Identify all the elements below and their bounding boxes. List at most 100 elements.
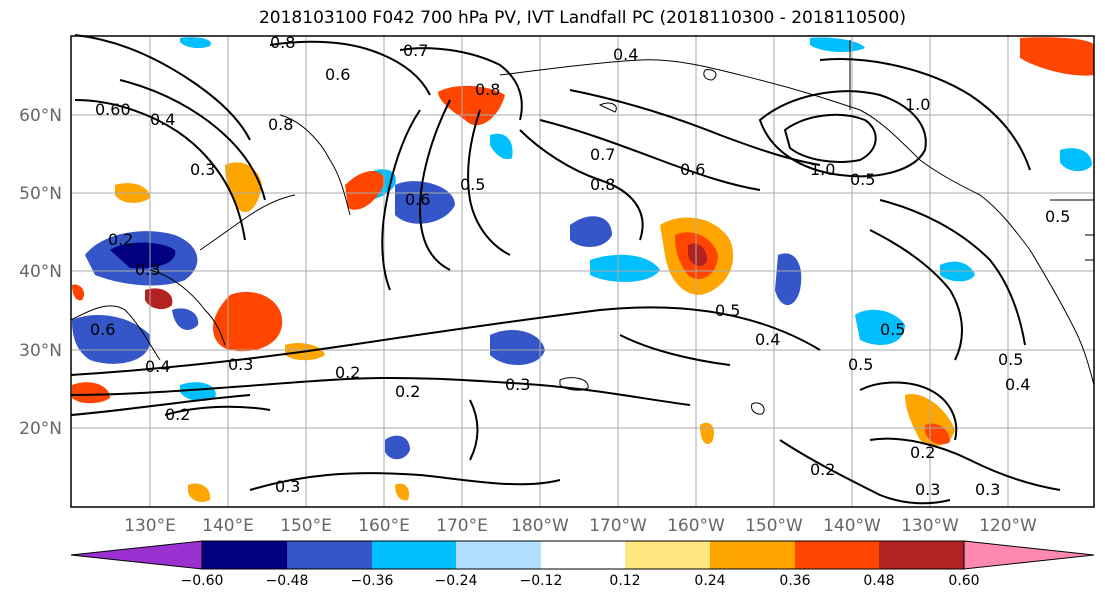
colorbar-segment — [202, 541, 287, 569]
contour-label: 0.6 — [325, 65, 350, 84]
anomaly-blob — [72, 382, 110, 404]
contour-label: 1.0 — [810, 160, 835, 179]
contour-label: 0.5 — [1045, 207, 1070, 226]
colorbar-tick-label: 0.36 — [779, 573, 810, 589]
contour-label: 0.5 — [848, 355, 873, 374]
contour-label: 0.3 — [135, 260, 160, 279]
contour-label: 0.7 — [403, 41, 428, 60]
coastlines — [70, 40, 1095, 415]
anomaly-blob — [590, 254, 660, 282]
contour-label: 0.60 — [95, 100, 131, 119]
anomaly-blob — [490, 133, 513, 160]
anomaly-blob — [775, 253, 802, 305]
anomaly-blob — [395, 483, 410, 501]
anomaly-blob — [172, 308, 199, 330]
anomaly-blob — [1060, 148, 1092, 172]
lon-tick-label: 130°E — [124, 516, 176, 536]
contour-label: 0.7 — [590, 145, 615, 164]
anomaly-blob — [688, 243, 708, 266]
contour-label: 0.3 — [915, 480, 940, 499]
anomaly-blob — [490, 330, 545, 366]
colorbar-tick-label: 0.60 — [948, 573, 979, 589]
contour-label: 0.6 — [90, 320, 115, 339]
anomaly-blob — [395, 181, 455, 224]
anomaly-blob — [72, 284, 85, 301]
lon-tick-label: 150°E — [280, 516, 332, 536]
lat-tick-label: 50°N — [19, 184, 62, 204]
colorbar-tick-label: 0.24 — [694, 573, 725, 589]
contour-label: 0.3 — [190, 160, 215, 179]
contour-label: 0.3 — [228, 355, 253, 374]
contour-label: 0.8 — [475, 80, 500, 99]
colorbar-segment — [795, 541, 879, 569]
colorbar-extend-max — [963, 540, 1095, 570]
anomaly-blob — [925, 423, 950, 445]
lat-tick-label: 60°N — [19, 106, 62, 126]
lon-tick-label: 160°W — [667, 516, 725, 536]
colorbar-segment — [710, 541, 795, 569]
contour-label: 0.5 — [850, 170, 875, 189]
anomaly-blob — [810, 37, 865, 52]
colorbar-tick-label: 0.48 — [863, 573, 894, 589]
contour-label: 0.2 — [108, 230, 133, 249]
lon-tick-label: 170°W — [589, 516, 647, 536]
contour-label: 0.3 — [505, 375, 530, 394]
anomaly-blob — [940, 261, 975, 282]
colorbar-segment — [456, 541, 541, 569]
contour-label: 0.2 — [810, 460, 835, 479]
anomaly-blob — [188, 483, 211, 503]
lon-tick-label: 130°W — [901, 516, 959, 536]
colorbar-extend-min — [70, 540, 203, 570]
lat-tick-label: 30°N — [19, 341, 62, 361]
colorbar-segment — [879, 541, 964, 569]
anomaly-blob — [180, 382, 216, 401]
anomaly-blob — [110, 242, 176, 269]
contour-label: 0.6 — [405, 190, 430, 209]
lon-tick-label: 170°E — [436, 516, 488, 536]
contour-label: 0.4 — [755, 330, 780, 349]
contour-label: 0.4 — [613, 45, 638, 64]
colorbar-tick-label: 0.12 — [609, 573, 640, 589]
colorbar-segment — [541, 541, 625, 569]
contour-label: 0.8 — [270, 33, 295, 52]
shaded-anomalies — [72, 37, 1094, 503]
contour-label: 0.6 — [680, 160, 705, 179]
lat-tick-label: 20°N — [19, 419, 62, 439]
contour-label: 0.2 — [910, 443, 935, 462]
colorbar-segment — [625, 541, 710, 569]
colorbar-segment — [287, 541, 372, 569]
contour-label: 0.2 — [395, 382, 420, 401]
colorbar: −0.60 −0.48 −0.36 −0.24 −0.12 0.12 0.24 … — [70, 540, 1095, 589]
contour-label: 0.5 — [460, 175, 485, 194]
contour-label: 0.4 — [1005, 375, 1030, 394]
lat-tick-label: 40°N — [19, 262, 62, 282]
anomaly-blob — [385, 435, 410, 460]
lon-tick-label: 120°W — [979, 516, 1037, 536]
colorbar-tick-label: −0.60 — [181, 573, 224, 589]
contour-label: 0.3 — [975, 480, 1000, 499]
contour-label: 0.5 — [998, 350, 1023, 369]
graticule — [71, 36, 1094, 507]
colorbar-tick-label: −0.24 — [435, 573, 478, 589]
colorbar-tick-label: −0.48 — [266, 573, 309, 589]
contour-label: 0.4 — [150, 110, 175, 129]
contour-label: 0.2 — [165, 405, 190, 424]
lon-tick-label: 180°W — [511, 516, 569, 536]
lon-tick-label: 140°E — [202, 516, 254, 536]
lon-axis: 130°E 140°E 150°E 160°E 170°E 180°W 170°… — [124, 516, 1037, 536]
contour-label: 0.5 — [880, 320, 905, 339]
anomaly-blob — [72, 315, 151, 364]
plot-frame — [70, 35, 1095, 508]
anomaly-blob — [145, 288, 173, 310]
colorbar-segment — [372, 541, 456, 569]
contour-label: 0.5 — [715, 301, 740, 320]
contour-labels: 0.8 0.7 0.6 0.4 0.60 0.4 0.8 0.3 0.8 0.6… — [90, 33, 1070, 499]
colorbar-tick-label: −0.12 — [520, 573, 563, 589]
contour-label: 0.4 — [145, 357, 170, 376]
contour-label: 1.0 — [905, 95, 930, 114]
contour-label: 0.8 — [268, 115, 293, 134]
anomaly-blob — [213, 291, 283, 352]
lon-tick-label: 150°W — [745, 516, 803, 536]
anomaly-blob — [345, 170, 385, 210]
